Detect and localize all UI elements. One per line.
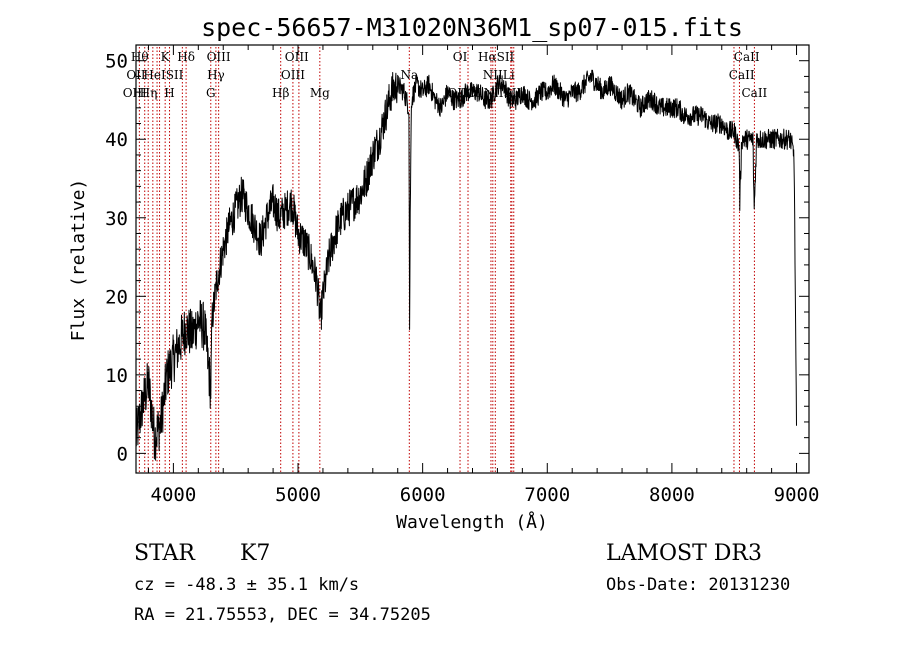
line-label: OIII [281, 68, 305, 82]
line-label: Hβ [272, 86, 289, 100]
x-tick-label: 7000 [524, 484, 570, 506]
spectrum-series [135, 69, 797, 461]
line-label: NIILi [483, 68, 515, 82]
x-tick-label: 8000 [649, 484, 695, 506]
x-tick-label: 4000 [151, 484, 197, 506]
x-axis-label: Wavelength (Å) [396, 511, 548, 533]
y-tick-label: 20 [105, 286, 128, 308]
line-label: NIISII [484, 86, 522, 100]
line-label: OIII [285, 50, 309, 64]
y-tick-label: 0 [117, 443, 128, 465]
chart-title: spec-56657-M31020N36M1_sp07-015.fits [201, 13, 743, 42]
line-label: OIII [207, 50, 231, 64]
x-tick-label: 6000 [400, 484, 446, 506]
line-label: Hη [140, 86, 158, 100]
y-tick-label: 50 [105, 51, 128, 73]
line-label: K [161, 50, 171, 64]
object-subclass: K7 [240, 541, 270, 566]
ra-dec: RA = 21.75553, DEC = 34.75205 [134, 605, 431, 625]
object-class: STAR [134, 541, 196, 566]
line-label: HeISII [143, 68, 183, 82]
line-label: H [164, 86, 174, 100]
line-label: CaII [729, 68, 755, 82]
x-tick-label: 9000 [774, 484, 820, 506]
y-tick-label: 40 [105, 129, 128, 151]
survey-name: LAMOST DR3 [606, 541, 762, 566]
y-axis-label: Flux (relative) [68, 179, 89, 342]
line-label: Hθ [131, 50, 149, 64]
y-tick-label: 30 [105, 208, 128, 230]
line-label: Hδ [177, 50, 195, 64]
line-label: Mg [310, 86, 330, 100]
line-label: Na [400, 68, 418, 82]
axis-ticks [136, 44, 809, 473]
line-label: G [206, 86, 216, 100]
plot-frame [135, 44, 810, 474]
line-label: Hγ [207, 68, 225, 82]
line-label: CaII [734, 50, 760, 64]
y-tick-label: 10 [105, 365, 128, 387]
axis-tick-labels: 4000 5000 6000 7000 8000 9000 0 10 20 30 40 50 [105, 51, 819, 506]
x-tick-label: 5000 [275, 484, 321, 506]
observation-date: Obs-Date: 20131230 [606, 575, 790, 595]
line-label: OIII [123, 86, 147, 100]
spectrum-line [135, 69, 797, 461]
line-label: OIIOI [447, 86, 481, 100]
line-label: CaII [741, 86, 767, 100]
line-label: OI [453, 50, 468, 64]
line-label: HαSII [478, 50, 515, 64]
line-markers [138, 47, 755, 472]
redshift-cz: cz = -48.3 ± 35.1 km/s [134, 575, 359, 595]
